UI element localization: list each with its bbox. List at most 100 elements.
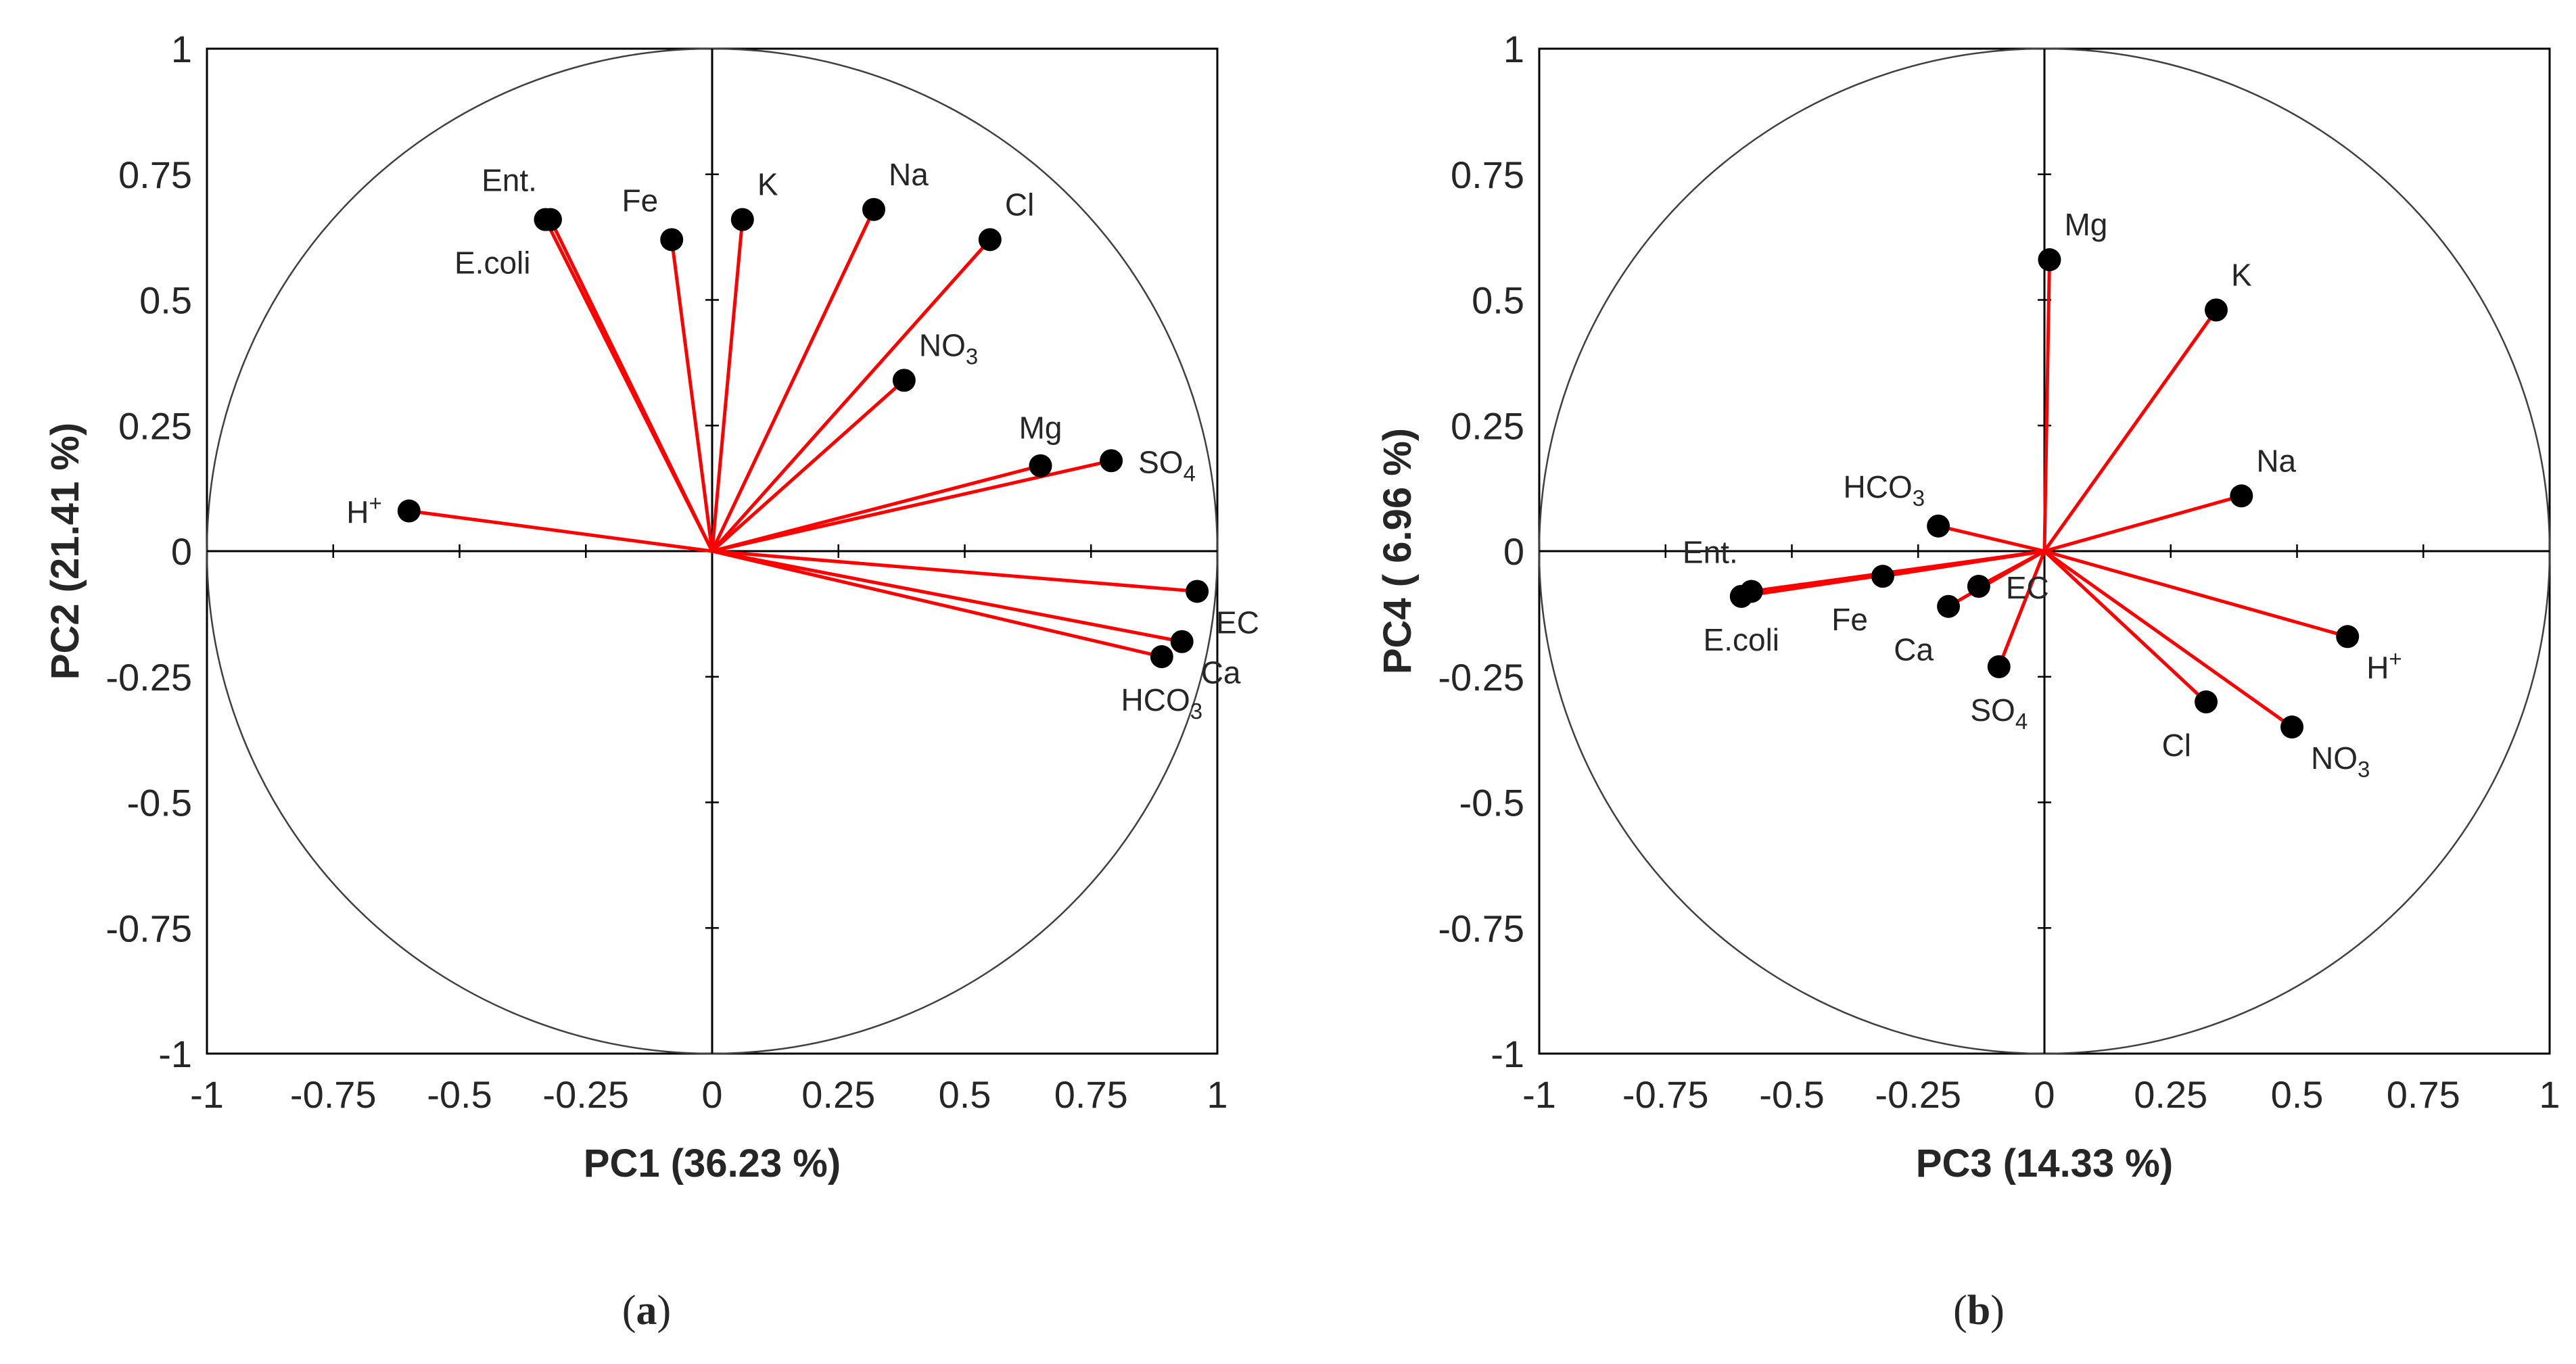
variable-label-text: SO xyxy=(1970,692,2015,728)
loading-vector xyxy=(2042,308,2218,552)
loading-vector xyxy=(1947,549,2046,608)
variable-label-superscript: + xyxy=(2389,646,2402,671)
y-tick-label: -0.5 xyxy=(1459,782,1525,824)
variable-label-text: E.coli xyxy=(454,245,530,281)
y-tick-label: -0.25 xyxy=(106,656,192,699)
x-tick-label: -0.5 xyxy=(427,1073,492,1116)
y-tick-label: 0.25 xyxy=(118,404,192,447)
caption-open-paren: ( xyxy=(1953,1288,1967,1334)
loading-point xyxy=(978,228,1002,252)
x-tick-label: 0 xyxy=(701,1073,722,1116)
x-tick-label: -1 xyxy=(1522,1073,1556,1116)
variable-label: Mg xyxy=(1019,410,1062,446)
y-tick-label: 0 xyxy=(1503,530,1524,573)
loading-vector xyxy=(711,549,1163,659)
caption-open-paren: ( xyxy=(622,1288,636,1334)
variable-label: Mg xyxy=(2064,207,2107,242)
variable-label: Ent. xyxy=(482,163,537,198)
variable-label: Na xyxy=(2256,443,2296,478)
variable-label: Cl xyxy=(1005,187,1034,222)
panel-caption: (b) xyxy=(1953,1288,2005,1334)
variable-label-text: EC xyxy=(2006,570,2049,605)
variable-label: Na xyxy=(889,157,929,192)
variable-label: NO3 xyxy=(919,327,978,369)
variable-label-subscript: 4 xyxy=(1184,461,1196,486)
variable-label: Fe xyxy=(1831,602,1868,637)
loading-point xyxy=(862,197,886,221)
y-tick-label: 0.5 xyxy=(1472,279,1524,322)
y-tick-label: -1 xyxy=(1491,1033,1524,1075)
variable-label-text: Na xyxy=(889,157,929,192)
panel-caption: (a) xyxy=(622,1288,671,1334)
loading-point xyxy=(1987,655,2011,678)
loading-point xyxy=(1186,580,1209,603)
loading-vector xyxy=(1882,549,2045,578)
loading-vector xyxy=(408,509,713,553)
x-tick-label: 0.75 xyxy=(2387,1073,2460,1116)
loading-point xyxy=(1100,449,1123,473)
variable-label: H+ xyxy=(2366,646,2402,685)
chart-panel-a: -1-1 -0.75 -0.75 -0.5 -0.5 -0.25 -0.25 0 0 0.25 0.… xyxy=(43,28,1259,1334)
variable-label-text: Cl xyxy=(2162,728,2191,763)
x-tick-label: -0.75 xyxy=(1622,1073,1709,1116)
loading-vector xyxy=(2044,494,2243,553)
variable-label: EC xyxy=(1216,605,1259,640)
variable-label-subscript: 3 xyxy=(966,344,978,369)
variable-label-text: HCO xyxy=(1121,682,1190,718)
loading-vector xyxy=(710,219,745,552)
loading-vector xyxy=(670,239,714,552)
variable-label-text: H xyxy=(346,495,369,530)
loading-point xyxy=(1170,630,1194,653)
variable-label-text: HCO xyxy=(1844,469,1913,504)
variable-label: K xyxy=(757,167,778,202)
variable-label-text: H xyxy=(2366,650,2389,685)
variable-label: HCO3 xyxy=(1844,469,1925,511)
loading-vector xyxy=(2042,260,2051,552)
variable-label-text: Cl xyxy=(1005,187,1034,222)
loading-point xyxy=(1150,645,1173,669)
loading-vector xyxy=(710,208,876,552)
y-tick-label: -0.75 xyxy=(106,907,192,949)
x-tick-label: 0.75 xyxy=(1054,1073,1128,1116)
variable-label: HCO3 xyxy=(1121,682,1203,724)
loading-point xyxy=(892,369,916,392)
y-tick-label: 0.25 xyxy=(1451,404,1524,447)
chart-panel-b: -1-1 -0.75 -0.75 -0.5 -0.5 -0.25 -0.25 0 0 0.25 0.… xyxy=(1376,28,2560,1334)
y-tick-label: -1 xyxy=(158,1033,192,1075)
variable-label: Fe xyxy=(622,183,659,218)
x-tick-label: -0.25 xyxy=(1875,1073,1961,1116)
loading-vector xyxy=(544,218,714,552)
x-tick-label: 0.5 xyxy=(939,1073,991,1116)
variable-label-text: NO xyxy=(2311,740,2358,776)
y-tick-label: 1 xyxy=(171,28,192,70)
variable-label: E.coli xyxy=(454,245,530,281)
loading-vector xyxy=(711,238,991,552)
caption-letter: a xyxy=(636,1288,657,1334)
y-tick-label: -0.75 xyxy=(1438,907,1524,949)
x-tick-label: 0 xyxy=(2034,1073,2055,1116)
y-tick-label: 0 xyxy=(171,530,192,573)
variable-label: Ent. xyxy=(1683,534,1738,569)
x-tick-label: -0.25 xyxy=(542,1073,629,1116)
loading-point xyxy=(397,499,421,523)
loading-point xyxy=(1937,594,1961,618)
x-tick-label: -0.5 xyxy=(1759,1073,1825,1116)
loading-point xyxy=(2230,484,2253,508)
variable-label: E.coli xyxy=(1704,622,1779,657)
loading-point xyxy=(2280,715,2304,739)
y-tick-label: -0.25 xyxy=(1438,656,1524,699)
loading-point xyxy=(660,228,684,252)
variable-label-text: Fe xyxy=(1831,602,1868,637)
y-tick-label: 0.75 xyxy=(1451,154,1524,196)
variable-label-text: NO xyxy=(919,327,966,362)
variable-label-text: Na xyxy=(2256,443,2296,478)
x-tick-label: 1 xyxy=(1207,1073,1227,1116)
variable-label: H+ xyxy=(346,491,382,530)
variable-label: Cl xyxy=(2162,728,2191,763)
loading-vector xyxy=(711,379,906,552)
variable-label-text: EC xyxy=(1216,605,1259,640)
y-axis-title: PC2 (21.41 %) xyxy=(43,423,87,680)
caption-letter: b xyxy=(1967,1288,1990,1334)
y-tick-label: 0.5 xyxy=(139,279,192,322)
loading-vector xyxy=(2044,549,2348,638)
